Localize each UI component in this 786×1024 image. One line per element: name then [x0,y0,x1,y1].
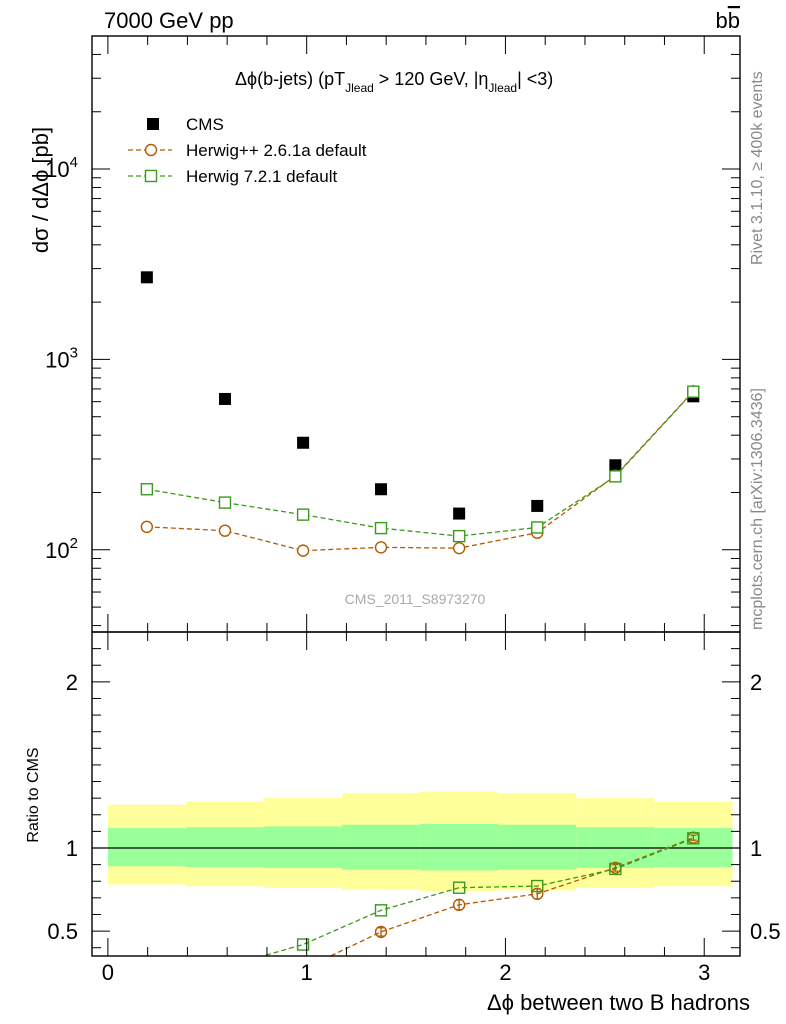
ratio-point-herwig-2-6-1a-default [219,975,230,986]
ratio-point-herwig-2-6-1a-default [531,887,544,901]
uncertainty-band-green [420,823,499,871]
data-point-herwig-7-2-1-default [609,470,622,483]
side-label-top: Rivet 3.1.10, ≥ 400k events [749,71,766,265]
title-sub-2: Jlead [488,81,517,95]
x-tick-label: 2 [499,960,511,985]
data-point-herwig-7-2-1-default [140,483,154,496]
legend-label: Herwig 7.2.1 default [186,167,337,186]
ratio-point-herwig-7-2-1-default [141,996,152,1007]
data-point-herwig-7-2-1-default [296,508,310,521]
uncertainty-band-green [107,828,187,867]
ratio-plot-panel: 0.5 0.5 1 1 2 2 0 1 2 3 Ratio to CMS Δϕ between t… [25,631,781,1015]
x-axis-label: Δϕ between two B hadrons [487,990,750,1015]
ratio-y-tick-label-left: 2 [66,670,78,695]
legend-entry-herwig-7-2-1-default: Herwig 7.2.1 default [128,167,337,186]
y-tick-label-base: 10 [45,347,69,372]
data-point-cms [609,459,622,472]
legend-label: Herwig++ 2.6.1a default [186,141,367,160]
main-plot-marks [140,271,700,557]
uncertainty-band-green [186,827,264,868]
data-point-herwig-7-2-1-default [687,385,700,398]
data-point-herwig-2-6-1a-default [374,541,388,554]
ratio-y-tick-label-left: 0.5 [47,919,78,944]
ratio-point-herwig-7-2-1-default [296,938,310,951]
title-part-2: > 120 GeV, |η [374,69,489,89]
ratio-y-tick-label-right: 0.5 [750,919,781,944]
side-label-bottom: mcplots.cern.ch [arXiv:1306.3436] [749,388,766,630]
legend: CMS Herwig++ 2.6.1a default Herwig 7.2.1 d… [128,115,367,186]
title-sub-1: Jlead [345,81,374,95]
ratio-y-tick-label-left: 1 [66,836,78,861]
uncertainty-band-green [342,824,421,870]
legend-marker [144,143,158,157]
data-point-herwig-7-2-1-default [531,521,544,534]
header-right-label: bb [716,8,741,33]
ratio-plot-marks [141,831,700,1012]
ratio-point-herwig-2-6-1a-default [452,898,466,912]
data-point-herwig-7-2-1-default [374,521,388,535]
ratio-point-herwig-2-6-1a-default [374,925,388,939]
ratio-plot-ticks: 0.5 0.5 1 1 2 2 0 1 2 3 [47,632,781,985]
ratio-y-axis-label: Ratio to CMS [25,747,42,842]
title-part-1: Δϕ(b-jets) (pT [235,69,345,89]
legend-marker [144,169,158,183]
y-tick-label: 102 [45,535,78,563]
main-y-axis-label: dσ / dΔϕ [pb] [28,127,53,253]
ratio-point-herwig-7-2-1-default [374,904,388,917]
header-left-label: 7000 GeV pp [104,8,234,33]
legend-label: CMS [186,115,224,134]
analysis-watermark: CMS_2011_S8973270 [345,591,486,607]
y-tick-label-base: 10 [45,538,69,563]
y-tick-label-exponent: 2 [70,535,78,552]
x-tick-label: 1 [301,960,313,985]
ratio-point-herwig-7-2-1-default [687,832,700,845]
ratio-bands [107,791,733,892]
data-point-herwig-2-6-1a-default [452,541,466,555]
ratio-line-herwig-7-2-1-default [260,837,694,956]
x-tick-label: 0 [102,960,114,985]
svg-text:bb: bb [716,8,741,33]
ratio-point-herwig-7-2-1-default [531,879,544,893]
series-line-herwig-7-2-1-default [146,391,694,537]
y-tick-label-exponent: 4 [70,154,78,171]
y-tick-label: 104 [45,154,78,182]
header-right-base: b [716,8,728,33]
data-point-herwig-7-2-1-default [452,529,466,543]
ratio-point-herwig-2-6-1a-default [141,1001,152,1012]
data-point-herwig-2-6-1a-default [218,524,232,537]
ratio-point-herwig-7-2-1-default [609,862,622,876]
y-tick-label-base: 10 [45,157,69,182]
legend-entry-cms: CMS [147,115,224,134]
ratio-y-tick-label-right: 2 [750,670,762,695]
header-right-bar: b [728,8,740,33]
title-part-3: | <3) [517,69,553,89]
data-point-herwig-2-6-1a-default [140,520,154,534]
uncertainty-band-green [263,826,343,868]
legend-marker [147,118,159,130]
x-tick-label: 3 [698,960,710,985]
uncertainty-band-green [498,824,577,870]
data-point-cms [297,436,310,449]
ratio-y-tick-label-right: 1 [750,836,762,861]
ratio-line-herwig-2-6-1a-default [329,837,694,956]
data-point-cms [531,499,544,512]
data-point-cms [140,271,153,284]
y-tick-label: 103 [45,344,78,372]
data-point-herwig-7-2-1-default [218,496,232,509]
legend-entry-herwig-2-6-1a-default: Herwig++ 2.6.1a default [128,141,367,160]
ratio-point-herwig-7-2-1-default [219,961,230,972]
ratio-point-herwig-7-2-1-default [452,881,466,894]
main-plot-title: Δϕ(b-jets) (pTJlead > 120 GeV, |ηJlead| … [235,69,553,95]
data-point-cms [218,392,231,405]
y-tick-label-exponent: 3 [70,344,78,361]
data-point-cms [375,483,388,496]
data-point-cms [453,507,466,520]
data-point-herwig-2-6-1a-default [296,544,310,557]
ratio-plot-frame [91,631,741,957]
